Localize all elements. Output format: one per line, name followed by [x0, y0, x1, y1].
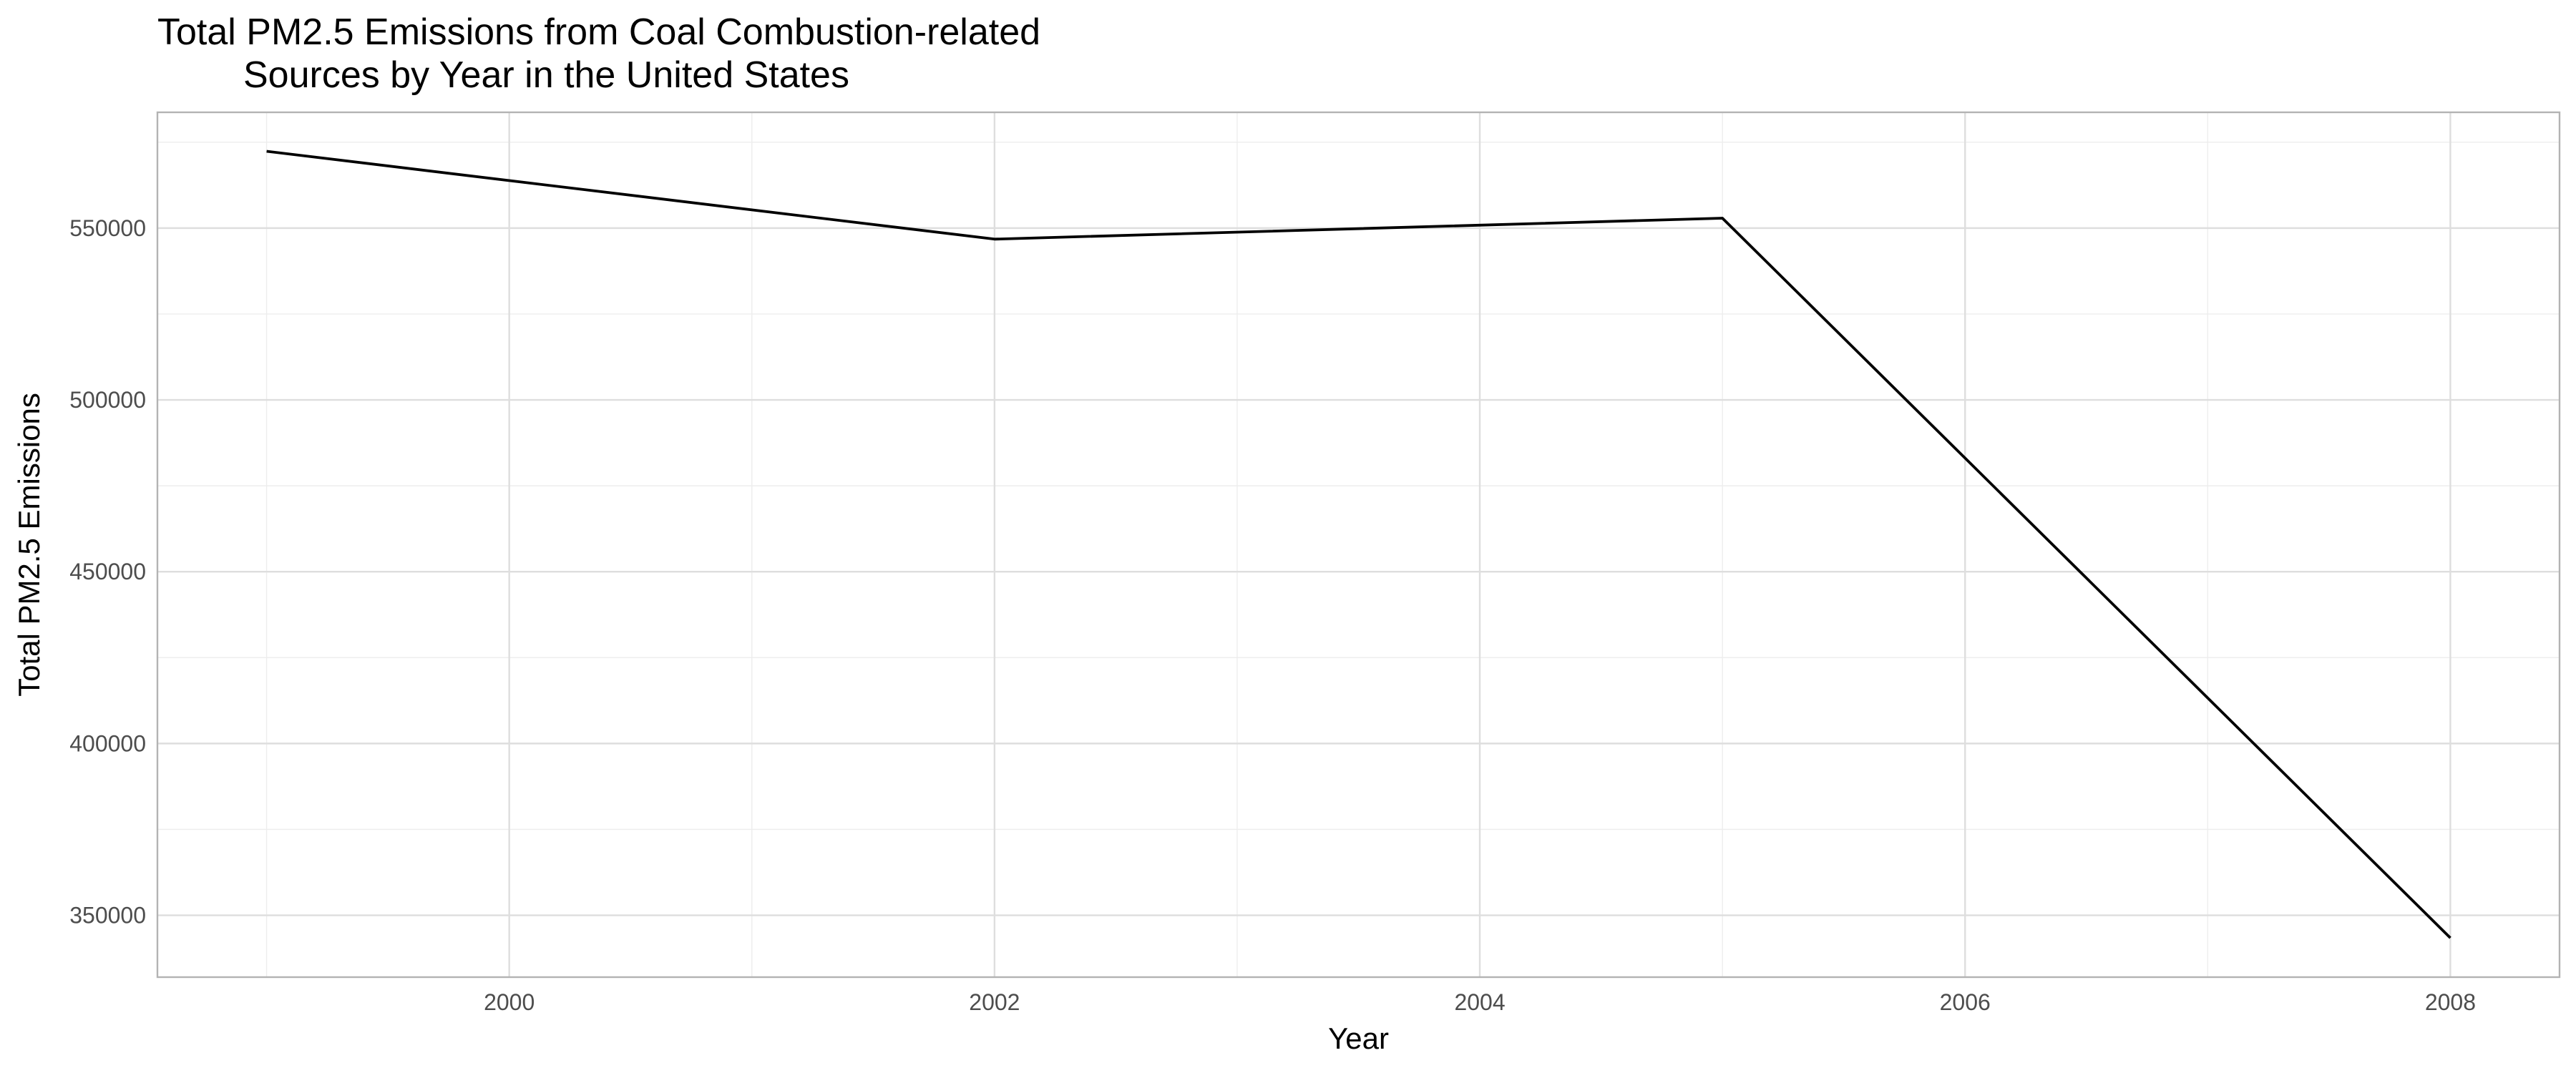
plot-panel-border — [156, 111, 2561, 979]
y-tick-label: 500000 — [69, 387, 146, 413]
x-axis-tick-labels: 2000 2002 2004 2006 2008 — [484, 989, 2476, 1015]
x-tick-label: 2000 — [484, 989, 535, 1015]
y-axis-tick-labels: 350000 400000 450000 500000 550000 — [69, 215, 146, 929]
x-tick-label: 2006 — [1940, 989, 1991, 1015]
chart-title-line-1: Total PM2.5 Emissions from Coal Combusti… — [157, 11, 1040, 53]
x-axis-title: Year — [1328, 1021, 1389, 1055]
y-tick-label: 550000 — [69, 215, 146, 241]
emissions-series — [266, 150, 2451, 939]
chart-title-line-2: Sources by Year in the United States — [243, 54, 849, 96]
minor-gridlines — [157, 112, 2560, 977]
y-axis-title: Total PM2.5 Emissions — [12, 393, 46, 697]
x-tick-label: 2004 — [1454, 989, 1505, 1015]
major-gridlines — [157, 112, 2560, 977]
y-tick-label: 350000 — [69, 903, 146, 929]
series-line — [266, 150, 2451, 939]
x-tick-label: 2008 — [2425, 989, 2476, 1015]
y-tick-label: 400000 — [69, 730, 146, 756]
x-tick-label: 2002 — [969, 989, 1020, 1015]
y-tick-label: 450000 — [69, 559, 146, 584]
